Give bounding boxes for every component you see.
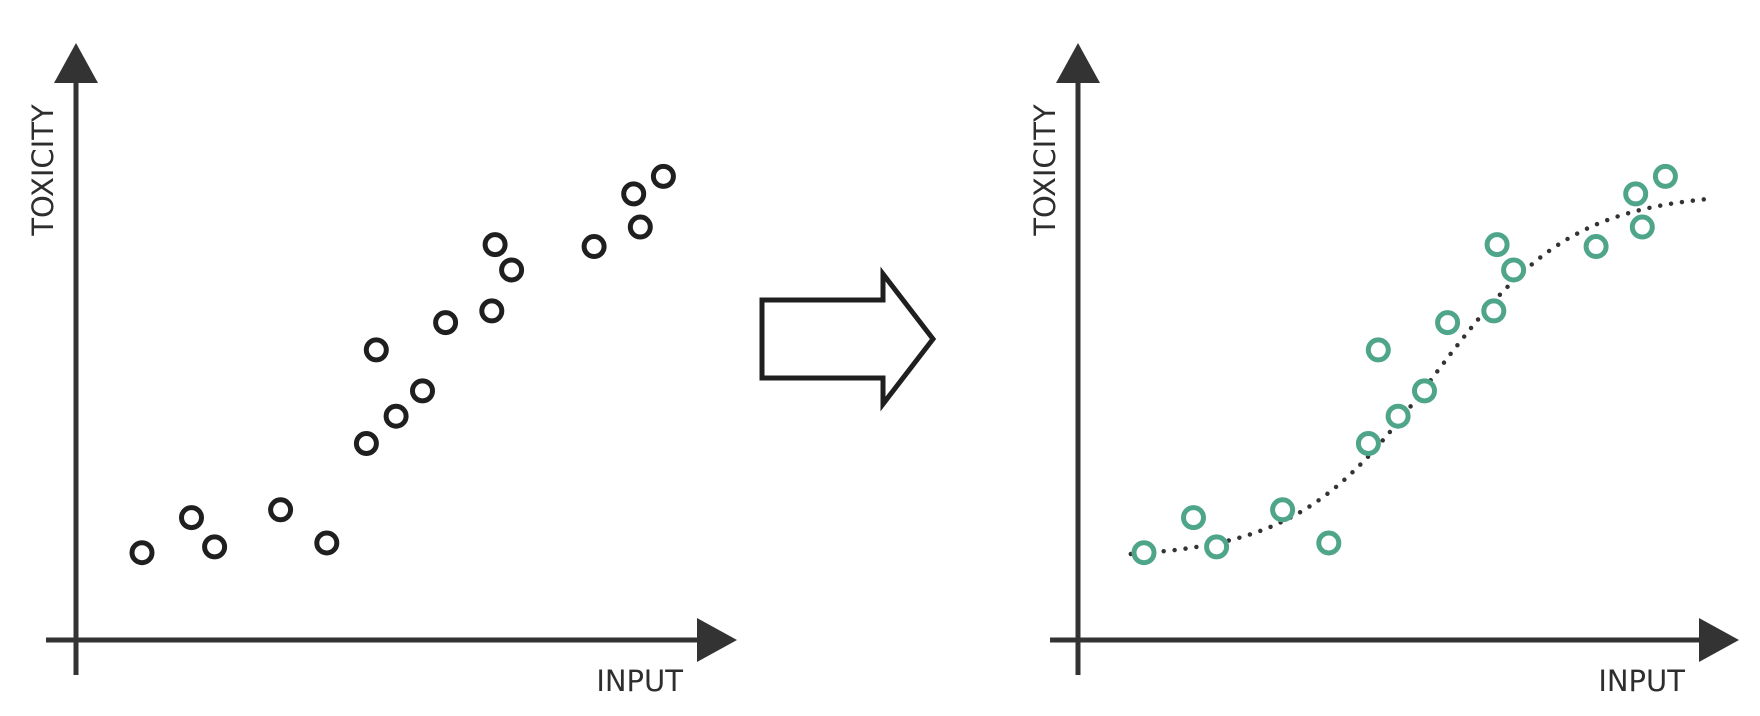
left-data-point bbox=[314, 530, 340, 556]
left-data-point bbox=[499, 257, 525, 283]
right-data-point bbox=[1652, 163, 1678, 189]
left-x-axis bbox=[46, 618, 737, 662]
right-x-axis bbox=[1050, 618, 1739, 662]
right-y-axis-arrowhead bbox=[1056, 43, 1100, 83]
left-data-point bbox=[268, 497, 294, 523]
right-data-point bbox=[1501, 257, 1527, 283]
left-data-point bbox=[627, 214, 653, 240]
right-y-axis-label: TOXICITY bbox=[1028, 104, 1062, 237]
right-data-point bbox=[1316, 530, 1342, 556]
left-data-point bbox=[482, 232, 508, 258]
right-data-point bbox=[1131, 540, 1157, 566]
left-x-axis-label: INPUT bbox=[596, 664, 683, 698]
right-data-points bbox=[1131, 163, 1678, 566]
right-data-point bbox=[1583, 234, 1609, 260]
right-x-axis-arrowhead bbox=[1699, 618, 1739, 662]
right-y-axis bbox=[1056, 43, 1100, 675]
left-data-point bbox=[650, 163, 676, 189]
left-data-point bbox=[621, 181, 647, 207]
right-data-point bbox=[1355, 431, 1381, 456]
left-y-axis-label: TOXICITY bbox=[26, 104, 60, 237]
left-data-point bbox=[353, 431, 379, 456]
right-data-point bbox=[1270, 497, 1296, 523]
left-data-point bbox=[129, 540, 155, 566]
left-data-point bbox=[410, 378, 435, 404]
right-x-axis-label: INPUT bbox=[1598, 664, 1685, 698]
right-panel: INPUT TOXICITY bbox=[1028, 43, 1739, 698]
left-y-axis-arrowhead bbox=[54, 43, 98, 83]
sigmoid-fit-curve bbox=[1128, 196, 1714, 557]
left-y-axis bbox=[54, 43, 98, 675]
right-data-point bbox=[1412, 378, 1437, 404]
left-panel: INPUT TOXICITY bbox=[26, 43, 737, 698]
right-data-point bbox=[1481, 298, 1507, 324]
left-data-point bbox=[363, 337, 389, 363]
right-data-point bbox=[1623, 181, 1649, 207]
right-data-point bbox=[1629, 214, 1655, 240]
right-data-point bbox=[1435, 310, 1461, 336]
right-data-point bbox=[1365, 337, 1391, 363]
left-data-point bbox=[479, 298, 505, 324]
left-data-point bbox=[202, 534, 228, 560]
right-data-point bbox=[1385, 403, 1411, 429]
right-data-point bbox=[1181, 505, 1206, 531]
left-x-axis-arrowhead bbox=[697, 618, 737, 662]
left-data-points bbox=[129, 163, 676, 566]
left-data-point bbox=[179, 505, 204, 531]
left-data-point bbox=[581, 234, 607, 260]
left-data-point bbox=[433, 310, 459, 336]
right-data-point bbox=[1484, 232, 1510, 258]
right-data-point bbox=[1204, 534, 1230, 560]
right-arrow-icon bbox=[759, 266, 937, 412]
left-data-point bbox=[383, 403, 409, 429]
